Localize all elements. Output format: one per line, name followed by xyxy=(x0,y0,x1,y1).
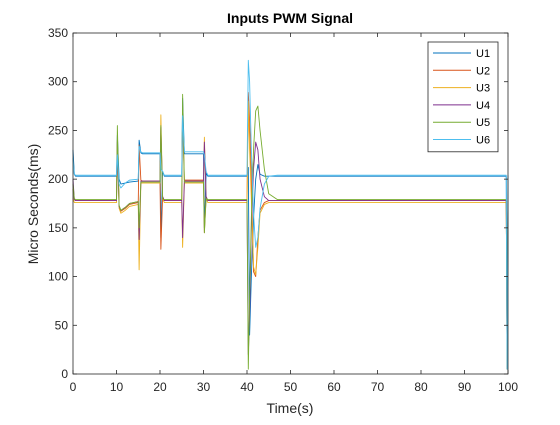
x-tick-label: 40 xyxy=(240,380,254,394)
x-tick-label: 70 xyxy=(371,380,385,394)
series-line-u5 xyxy=(72,93,509,370)
y-tick-label: 300 xyxy=(48,75,68,89)
y-tick-label: 350 xyxy=(48,26,68,40)
legend-label-u5: U5 xyxy=(476,117,490,129)
x-tick-label: 30 xyxy=(197,380,211,394)
x-axis-label: Time(s) xyxy=(267,400,314,416)
x-tick-label: 20 xyxy=(153,380,167,394)
x-tick-label: 80 xyxy=(414,380,428,394)
x-tick-label: 10 xyxy=(110,380,124,394)
legend-label-u3: U3 xyxy=(476,83,490,95)
y-tick-label: 0 xyxy=(61,367,68,381)
y-tick-label: 200 xyxy=(48,172,68,186)
legend-label-u6: U6 xyxy=(476,135,490,147)
legend-label-u2: U2 xyxy=(476,65,490,77)
x-tick-label: 100 xyxy=(498,380,518,394)
legend: U1 U2 U3 U4 U5 U6 xyxy=(427,41,499,153)
y-axis-label: Micro Seconds(ms) xyxy=(25,144,41,265)
x-tick-label: 0 xyxy=(70,380,77,394)
x-tick-label: 90 xyxy=(458,380,472,394)
chart-title: Inputs PWM Signal xyxy=(227,10,353,26)
x-tick-label: 60 xyxy=(327,380,341,394)
legend-label-u1: U1 xyxy=(476,48,490,60)
y-tick-label: 150 xyxy=(48,221,68,235)
y-tick-label: 50 xyxy=(55,318,69,332)
legend-label-u4: U4 xyxy=(476,100,490,112)
y-tick-label: 250 xyxy=(48,123,68,137)
axes: 0 10 20 30 40 50 60 70 80 90 100 0 50 100 150 200 250 300… xyxy=(48,26,518,394)
y-tick-label: 100 xyxy=(48,270,68,284)
legend-box xyxy=(427,41,499,153)
x-tick-label: 50 xyxy=(284,380,298,394)
series-line-u1 xyxy=(72,97,509,370)
series-line-u6 xyxy=(72,59,509,370)
plot-area xyxy=(72,59,509,370)
